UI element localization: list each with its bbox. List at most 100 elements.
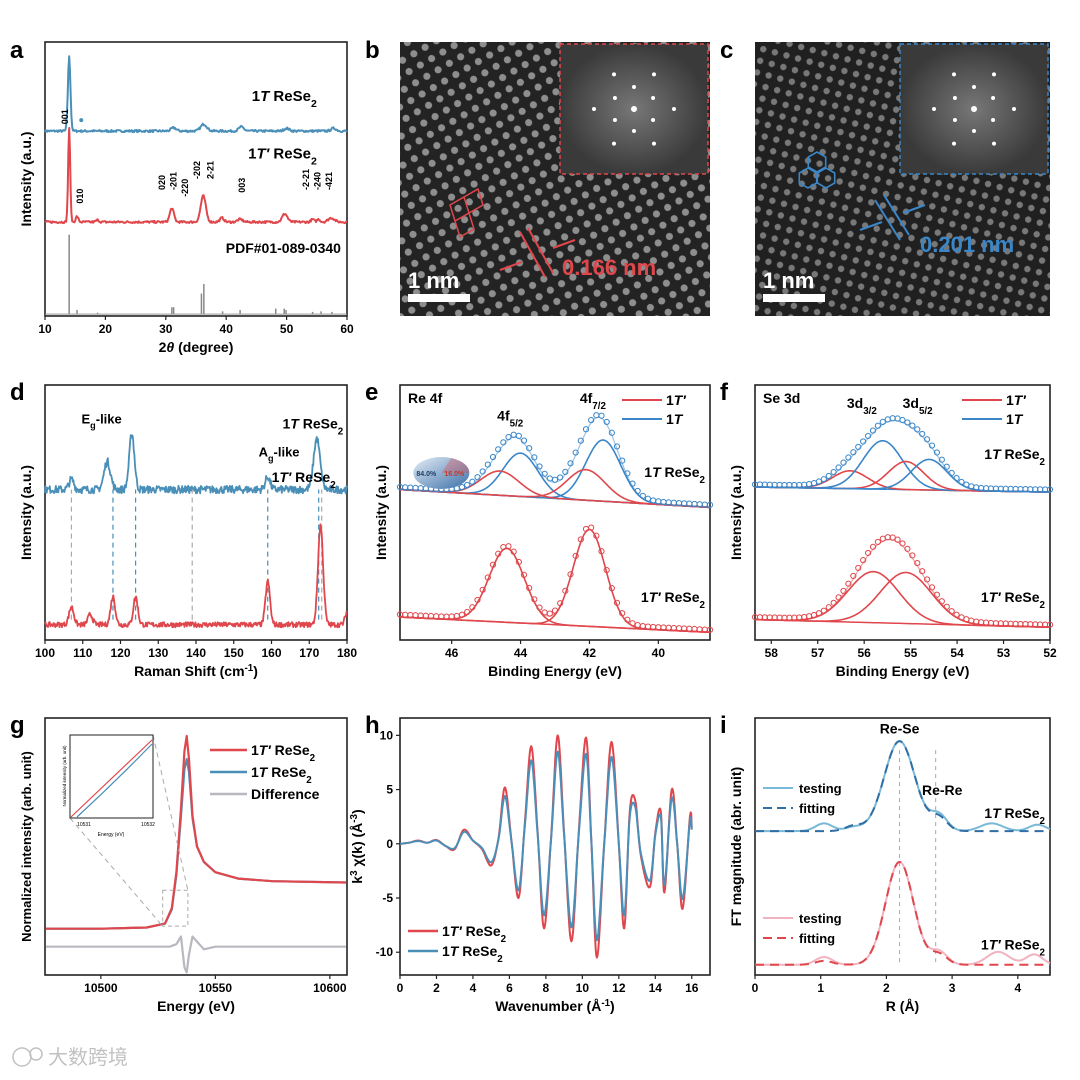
x-tick-label: 10600 xyxy=(313,981,347,995)
x-tick-label: 20 xyxy=(99,322,113,336)
data-point xyxy=(899,416,906,424)
data-point xyxy=(923,576,931,583)
x-tick-label: 14 xyxy=(649,981,663,995)
data-point xyxy=(874,422,882,429)
data-point xyxy=(1046,486,1054,493)
data-point xyxy=(860,438,867,445)
panel-label-f: f xyxy=(720,379,729,406)
fft-spot xyxy=(652,141,656,146)
data-point xyxy=(624,616,631,623)
legend-label: fitting xyxy=(799,931,835,946)
lattice-spacing-label: 0.166 nm xyxy=(562,255,656,280)
data-point xyxy=(835,594,842,601)
x-tick-label: 50 xyxy=(280,322,294,336)
pie-slice-1t-prime xyxy=(441,457,470,473)
fft-spot xyxy=(952,141,956,146)
x-tick-label: 6 xyxy=(506,981,513,995)
legend-label: 1T xyxy=(666,411,684,427)
data-point xyxy=(953,474,960,482)
panel-i-axes: 0 1 2 3 4 R (Å) FT magnitude (abr. unit) testin… xyxy=(728,717,1051,1014)
reference-label: PDF#01-089-0340 xyxy=(226,240,341,256)
panel-label-i: i xyxy=(720,712,727,739)
x-axis-label: Wavenumber (Å-1) xyxy=(495,998,614,1015)
hrtem-image-c: 1 nm 0.201 nm xyxy=(755,42,1050,316)
xrd-line-0 xyxy=(44,55,348,134)
data-point xyxy=(469,478,476,485)
peak-label: Re-Se xyxy=(880,720,920,736)
x-tick-label: 3 xyxy=(949,981,956,995)
series-label: 1T ReSe2 xyxy=(252,88,317,110)
data-point xyxy=(474,596,481,604)
data-point xyxy=(536,604,543,611)
zoom-guide-line xyxy=(69,734,189,927)
data-point xyxy=(815,478,823,485)
ft-line-1 xyxy=(755,740,1050,833)
data-point xyxy=(613,443,621,450)
data-point xyxy=(948,469,955,477)
data-point xyxy=(894,415,901,422)
x-tick-label: 100 xyxy=(35,646,55,660)
legend-label: testing xyxy=(799,911,842,926)
data-point xyxy=(546,475,553,482)
miller-index: -202 xyxy=(192,161,202,179)
watermark-logo-icon xyxy=(12,1047,32,1067)
data-point xyxy=(869,543,877,550)
panel-f-axes: 58 57 56 55 54 53 52 Binding Energy (eV) Intensi… xyxy=(728,384,1057,679)
legend-label: 1T′ xyxy=(1006,392,1026,408)
scale-bar-label: 1 nm xyxy=(763,268,814,293)
data-point xyxy=(884,416,891,423)
panel-d-axes: 100 110 120 130 140 150 160 170 180 Raman Shift (… xyxy=(18,384,357,679)
plot-frame xyxy=(399,717,711,976)
sample-label: 1T′ ReSe2 xyxy=(641,589,706,611)
data-point xyxy=(830,468,837,476)
x-tick-label: 130 xyxy=(148,646,168,660)
miller-index: -421 xyxy=(324,172,334,190)
data-point xyxy=(495,550,502,557)
sample-label: 1T ReSe2 xyxy=(984,446,1045,468)
fft-spot xyxy=(652,72,656,77)
x-tick-label: 52 xyxy=(1043,646,1057,660)
data-point xyxy=(845,454,852,461)
x-tick-label: 10500 xyxy=(84,981,118,995)
data-point xyxy=(850,572,857,580)
data-point xyxy=(835,464,842,471)
data-point xyxy=(531,596,538,603)
y-tick-label: -10 xyxy=(376,945,394,959)
fft-spot xyxy=(932,107,936,111)
legend-label: 1T ReSe2 xyxy=(442,943,503,965)
x-tick-label: 110 xyxy=(73,646,93,660)
x-tick-label: 58 xyxy=(765,646,779,660)
data-point xyxy=(639,492,646,499)
data-point xyxy=(820,476,827,483)
data-point xyxy=(938,456,945,463)
data-point xyxy=(541,609,548,616)
fft-spot xyxy=(1012,107,1016,111)
panel-title: Se 3d xyxy=(763,390,800,406)
mode-label: Ag-like xyxy=(259,444,300,463)
data-point xyxy=(510,548,517,555)
fft-spot xyxy=(651,118,656,122)
data-point xyxy=(520,571,528,578)
scale-bar xyxy=(763,294,825,302)
data-point xyxy=(572,449,579,456)
phase-ratio-pie xyxy=(413,456,470,489)
data-point xyxy=(458,483,466,491)
data-point xyxy=(825,472,832,480)
data-point xyxy=(551,607,559,614)
x-tick-label: 10 xyxy=(576,981,590,995)
data-point xyxy=(608,585,615,592)
data-point xyxy=(879,535,886,542)
data-point xyxy=(593,532,600,539)
series-label: 1T′ ReSe2 xyxy=(248,145,317,167)
data-point xyxy=(860,557,867,564)
data-point xyxy=(953,611,960,618)
orbital-label: 4f5/2 xyxy=(497,408,524,430)
data-point xyxy=(479,586,486,593)
data-point xyxy=(515,558,522,566)
data-point xyxy=(572,552,579,560)
data-point xyxy=(629,480,636,487)
x-tick-label: 1 xyxy=(817,981,824,995)
fft-spot xyxy=(992,141,996,146)
raman-line-1 xyxy=(44,523,348,629)
